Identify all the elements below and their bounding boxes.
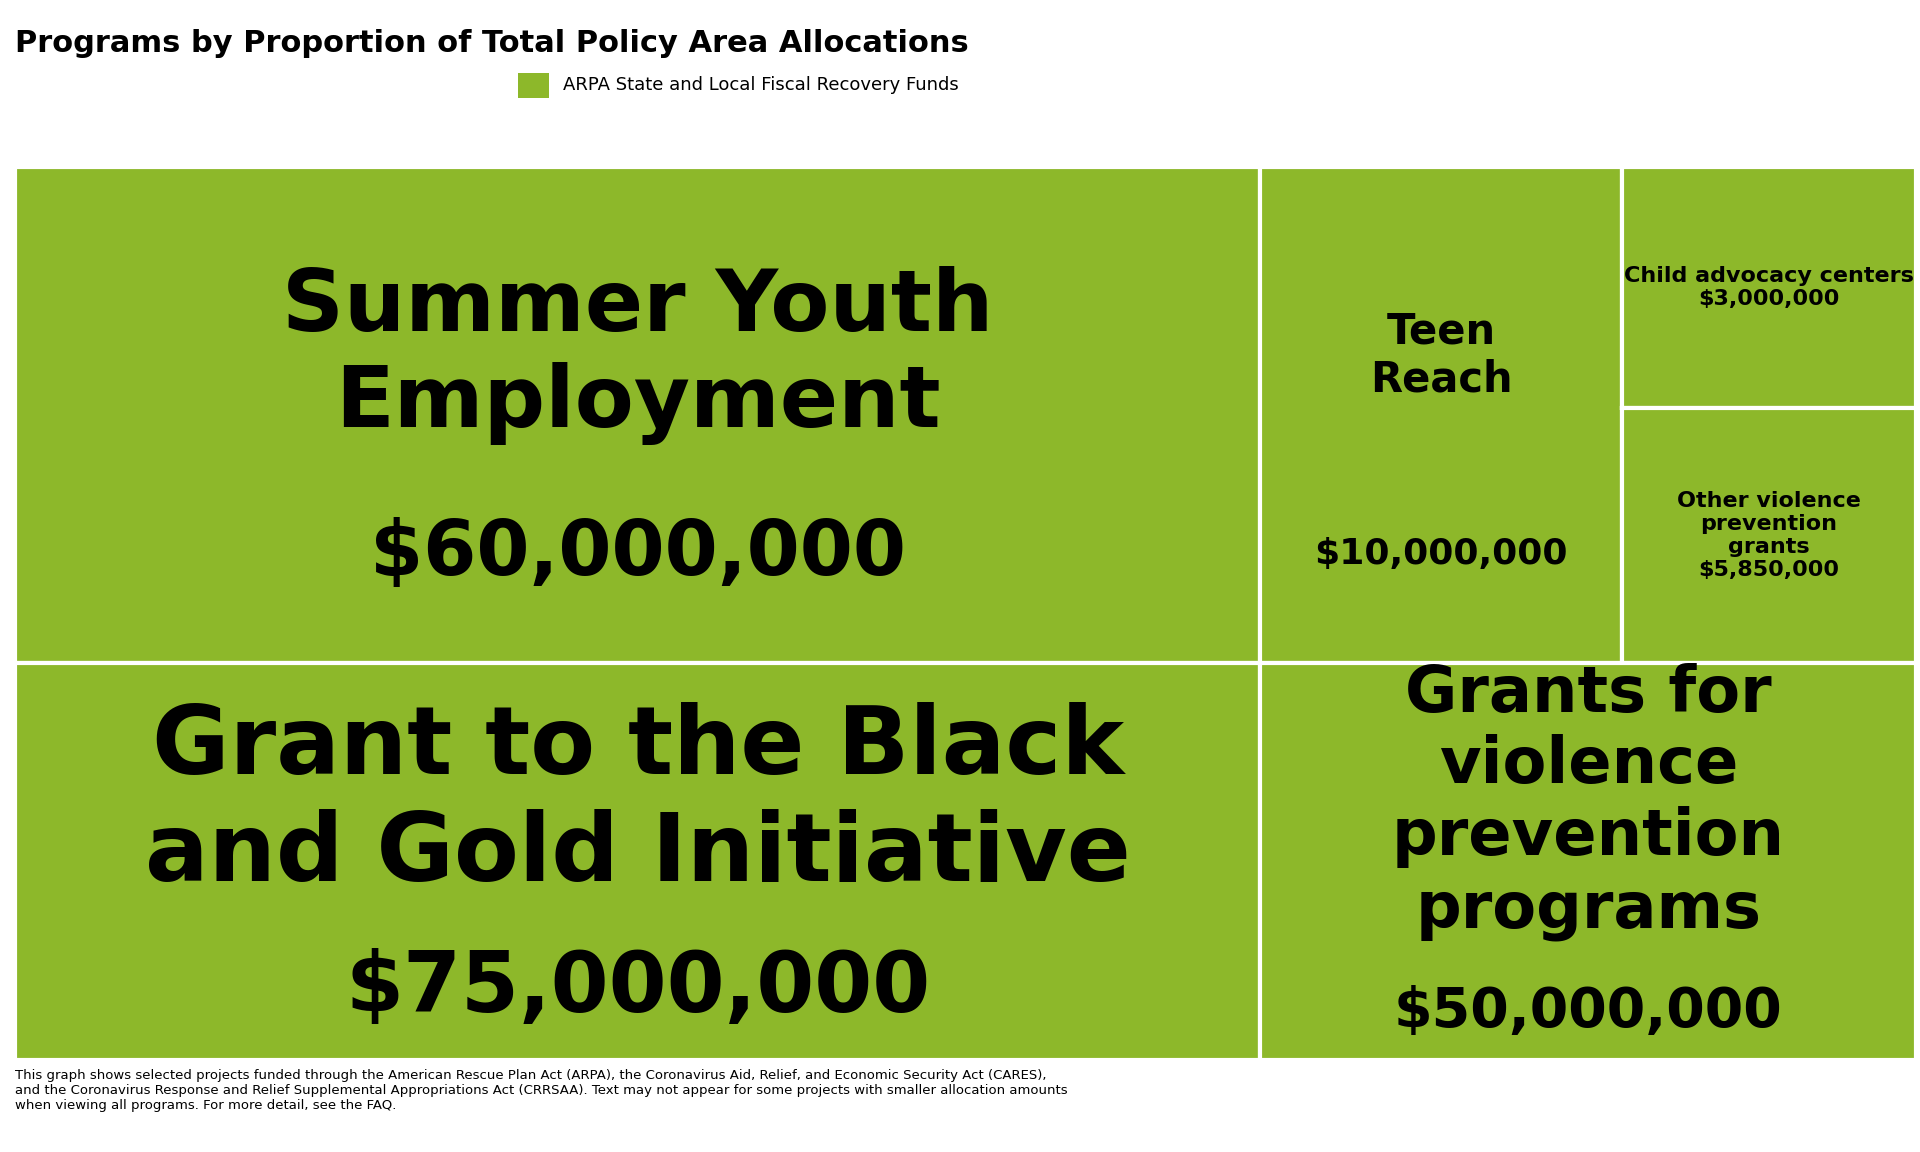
Text: $50,000,000: $50,000,000 — [1394, 985, 1782, 1039]
Text: Teen
Reach: Teen Reach — [1369, 310, 1513, 401]
Text: Grant to the Black
and Gold Initiative: Grant to the Black and Gold Initiative — [144, 703, 1131, 901]
Text: Grants for
violence
prevention
programs: Grants for violence prevention programs — [1392, 662, 1786, 940]
Text: This graph shows selected projects funded through the American Rescue Plan Act (: This graph shows selected projects funde… — [15, 1069, 1068, 1112]
Text: ARPA State and Local Fiscal Recovery Funds: ARPA State and Local Fiscal Recovery Fun… — [563, 76, 958, 94]
Text: $10,000,000: $10,000,000 — [1313, 537, 1569, 570]
Bar — [518, 73, 549, 98]
Text: Other violence
prevention
grants
$5,850,000: Other violence prevention grants $5,850,… — [1676, 491, 1860, 581]
Text: Child advocacy centers
$3,000,000: Child advocacy centers $3,000,000 — [1624, 266, 1914, 309]
Text: $75,000,000: $75,000,000 — [346, 948, 931, 1029]
Text: Programs by Proportion of Total Policy Area Allocations: Programs by Proportion of Total Policy A… — [15, 29, 970, 58]
Text: Summer Youth
Employment: Summer Youth Employment — [282, 266, 993, 445]
Text: $60,000,000: $60,000,000 — [371, 516, 906, 591]
